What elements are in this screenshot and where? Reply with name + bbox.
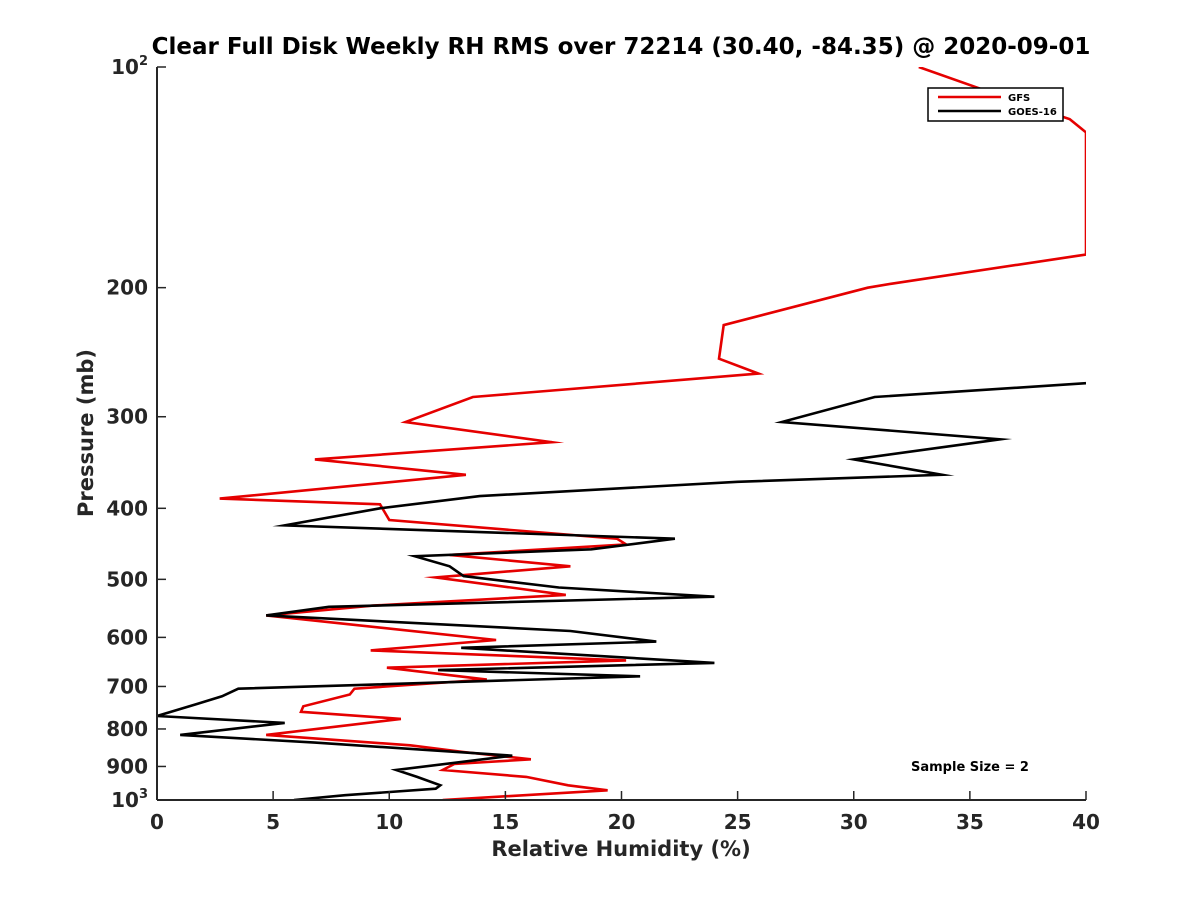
series-layer bbox=[157, 67, 1086, 800]
y-tick-label: 900 bbox=[106, 754, 148, 778]
y-tick-label: 200 bbox=[106, 276, 148, 300]
y-tick-label: 700 bbox=[106, 674, 148, 698]
x-tick-label: 0 bbox=[150, 810, 164, 834]
legend-box bbox=[927, 87, 1064, 122]
x-axis-label: Relative Humidity (%) bbox=[491, 837, 750, 861]
x-tick-label: 30 bbox=[840, 810, 868, 834]
x-tick-label: 15 bbox=[491, 810, 519, 834]
x-tick-label: 40 bbox=[1072, 810, 1100, 834]
x-tick-label: 35 bbox=[956, 810, 984, 834]
chart-title: Clear Full Disk Weekly RH RMS over 72214… bbox=[152, 34, 1091, 60]
legend: GFS GOES-16 bbox=[927, 87, 1064, 122]
axes bbox=[156, 67, 1086, 801]
series-line-gfs bbox=[219, 67, 1086, 800]
legend-label-goes16: GOES-16 bbox=[1008, 107, 1057, 118]
legend-label-gfs: GFS bbox=[1008, 93, 1030, 104]
sample-size-annotation: Sample Size = 2 bbox=[911, 760, 1029, 775]
y-tick-label: 400 bbox=[106, 496, 148, 520]
series-line-goes16 bbox=[157, 381, 1086, 800]
y-tick-label: 300 bbox=[106, 405, 148, 429]
x-ticks: 0 5 10 15 20 25 30 35 40 bbox=[150, 791, 1100, 834]
x-tick-label: 20 bbox=[608, 810, 636, 834]
x-tick-label: 10 bbox=[375, 810, 403, 834]
y-tick-label: 500 bbox=[106, 567, 148, 591]
y-tick-label: 600 bbox=[106, 625, 148, 649]
y-tick-label: 103 bbox=[111, 787, 148, 812]
y-tick-label: 800 bbox=[106, 717, 148, 741]
y-ticks: 102 200 300 400 500 600 700 800 900 103 bbox=[106, 54, 166, 812]
y-tick-label: 102 bbox=[111, 54, 148, 79]
y-axis-label: Pressure (mb) bbox=[74, 349, 98, 517]
x-tick-label: 5 bbox=[266, 810, 280, 834]
x-tick-label: 25 bbox=[724, 810, 752, 834]
